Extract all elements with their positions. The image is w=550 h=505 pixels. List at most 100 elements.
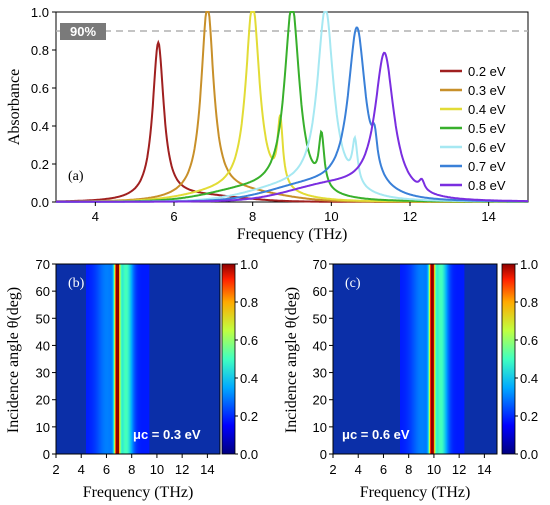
x-tick-label: 8 bbox=[405, 462, 412, 477]
y-tick-label: 60 bbox=[313, 284, 327, 299]
heatmap-cell bbox=[422, 264, 424, 454]
ninety-percent-badge bbox=[60, 23, 106, 40]
x-tick-label: 8 bbox=[249, 209, 256, 224]
heatmap-cell bbox=[443, 264, 445, 454]
heatmap-cell bbox=[440, 264, 442, 454]
heatmap-cell bbox=[462, 264, 464, 454]
heatmap-cell bbox=[97, 264, 99, 454]
heatmap-cell bbox=[101, 264, 103, 454]
heatmap-cell bbox=[416, 264, 418, 454]
heatmap-cell bbox=[463, 264, 465, 454]
y-tick-label: 0 bbox=[43, 447, 50, 462]
heatmap-cell bbox=[100, 264, 102, 454]
heatmap-cell bbox=[87, 264, 89, 454]
panel-b-colorbar-ticks: 0.0 0.2 0.4 0.6 0.8 1.0 bbox=[235, 257, 258, 462]
x-tick-label: 8 bbox=[128, 462, 135, 477]
heatmap-cell bbox=[449, 264, 451, 454]
heatmap-cell bbox=[108, 264, 110, 454]
x-tick-label: 2 bbox=[52, 462, 59, 477]
heatmap-cell bbox=[444, 264, 446, 454]
heatmap-cell bbox=[407, 264, 409, 454]
heatmap-cell bbox=[427, 264, 429, 454]
heatmap-cell bbox=[418, 264, 420, 454]
panel-c-xlabel: Frequency (THz) bbox=[360, 484, 471, 501]
heatmap-cell bbox=[408, 264, 410, 454]
heatmap-cell bbox=[128, 264, 130, 454]
heatmap-cell bbox=[115, 264, 117, 454]
x-tick-label: 12 bbox=[175, 462, 189, 477]
heatmap-cell bbox=[107, 264, 109, 454]
x-tick-label: 6 bbox=[103, 462, 110, 477]
heatmap-cell bbox=[442, 264, 444, 454]
heatmap-cell bbox=[403, 264, 405, 454]
panel-b: 2 4 6 8 10 12 14 0 10 20 30 40 50 60 70 (b) μc = 0.3 e… bbox=[5, 257, 258, 501]
heatmap-cell bbox=[453, 264, 455, 454]
y-tick-label: 20 bbox=[36, 393, 50, 408]
heatmap-cell bbox=[118, 264, 120, 454]
heatmap-cell bbox=[94, 264, 96, 454]
heatmap-cell bbox=[98, 264, 100, 454]
heatmap-cell bbox=[424, 264, 426, 454]
colorbar-tick-label: 0.2 bbox=[240, 409, 258, 424]
colorbar-tick-label: 0.0 bbox=[520, 447, 538, 462]
y-tick-label: 50 bbox=[36, 311, 50, 326]
heatmap-cell bbox=[124, 264, 126, 454]
heatmap-cell bbox=[454, 264, 456, 454]
heatmap-cell bbox=[130, 264, 132, 454]
heatmap-cell bbox=[460, 264, 462, 454]
heatmap-cell bbox=[413, 264, 415, 454]
y-tick-label: 0.0 bbox=[31, 195, 49, 210]
heatmap-cell bbox=[145, 264, 147, 454]
series-line-0-7-eV bbox=[56, 26, 529, 203]
x-tick-label: 4 bbox=[92, 209, 99, 224]
heatmap-cell bbox=[436, 264, 438, 454]
heatmap-cell bbox=[91, 264, 93, 454]
heatmap-cell bbox=[435, 264, 437, 454]
heatmap-cell bbox=[99, 264, 101, 454]
heatmap-cell bbox=[126, 264, 128, 454]
heatmap-cell bbox=[437, 264, 439, 454]
absorbance-curves bbox=[55, 11, 529, 203]
panel-a-ylabel: Absorbance bbox=[6, 69, 23, 145]
heatmap-cell bbox=[93, 264, 95, 454]
legend-entry: 0.7 eV bbox=[468, 159, 506, 174]
y-tick-label: 10 bbox=[36, 420, 50, 435]
x-tick-label: 4 bbox=[78, 462, 85, 477]
x-tick-label: 12 bbox=[403, 209, 417, 224]
x-tick-label: 12 bbox=[452, 462, 466, 477]
panel-b-plot-frame bbox=[55, 263, 221, 455]
heatmap-cell bbox=[412, 264, 414, 454]
panel-c-ylabel: Incidence angle θ(deg) bbox=[283, 287, 300, 433]
heatmap-cell bbox=[410, 264, 412, 454]
heatmap-cell bbox=[446, 264, 448, 454]
heatmap-cell bbox=[125, 264, 127, 454]
colorbar-tick-label: 0.2 bbox=[520, 409, 538, 424]
panel-c-colorbar-ticks: 0.0 0.2 0.4 0.6 0.8 1.0 bbox=[515, 257, 538, 462]
heatmap-cell bbox=[431, 264, 433, 454]
y-tick-label: 50 bbox=[313, 311, 327, 326]
heatmap-cell bbox=[102, 264, 104, 454]
series-line-0-2-eV bbox=[56, 39, 528, 203]
panel-a-label: (a) bbox=[68, 169, 84, 184]
heatmap-cell bbox=[135, 264, 137, 454]
y-tick-label: 20 bbox=[313, 393, 327, 408]
panel-b-ylabel: Incidence angle θ(deg) bbox=[5, 287, 22, 433]
heatmap-cell bbox=[146, 264, 148, 454]
heatmap-cell bbox=[447, 264, 449, 454]
heatmap-cell bbox=[461, 264, 463, 454]
heatmap-cell bbox=[147, 264, 149, 454]
heatmap-cell bbox=[423, 264, 425, 454]
heatmap-cell bbox=[430, 264, 432, 454]
heatmap-cell bbox=[141, 264, 143, 454]
y-tick-label: 40 bbox=[313, 338, 327, 353]
heatmap-cell bbox=[109, 264, 111, 454]
heatmap-cell bbox=[452, 264, 454, 454]
x-tick-label: 14 bbox=[477, 462, 491, 477]
heatmap-cell bbox=[117, 264, 119, 454]
heatmap-cell bbox=[404, 264, 406, 454]
y-tick-label: 70 bbox=[36, 257, 50, 272]
heatmap-cell bbox=[104, 264, 106, 454]
heatmap-cell bbox=[86, 264, 88, 454]
heatmap-cell bbox=[438, 264, 440, 454]
